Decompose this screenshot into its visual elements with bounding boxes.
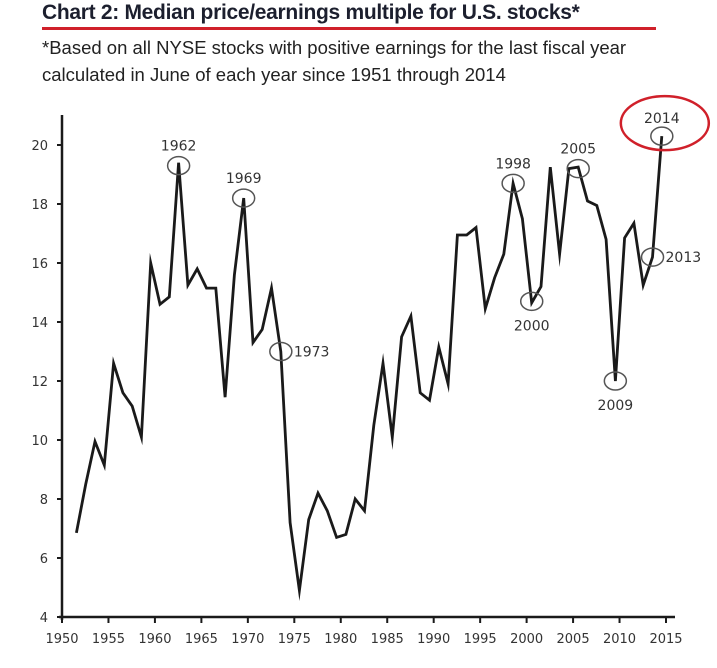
annotation-label-1998: 1998 [495,156,531,172]
chart-title: Chart 2: Median price/earnings multiple … [42,1,580,24]
annotation-circle-1998 [501,173,525,194]
x-tick-label-1965: 1965 [185,632,218,647]
annotation-label-2013: 2013 [666,250,702,266]
annotation-circle-1973 [269,341,293,362]
annotation-circle-2013 [640,247,665,267]
axes: 4 6 8 10 12 14 16 18 20 1950 1955 1960 1965 1970 1975 1… [31,115,683,647]
x-tick-label-1985: 1985 [371,632,404,647]
highlight-ring-2014 [619,94,711,152]
y-tick-label-6: 6 [40,552,48,567]
x-tick-label-1980: 1980 [324,632,357,647]
x-tick-label-1975: 1975 [278,632,311,647]
series-line-0 [75,135,664,602]
annotation-label-2000: 2000 [514,318,550,334]
chart-subtitle: *Based on all NYSE stocks with positive … [42,37,627,85]
x-tick-label-1955: 1955 [92,632,125,647]
annotation-label-1973: 1973 [294,345,330,361]
y-tick-label-18: 18 [31,198,48,213]
y-tick-label-16: 16 [31,257,48,272]
y-tick-label-10: 10 [31,434,48,449]
annotation-label-2005: 2005 [560,142,596,158]
x-tick-label-1950: 1950 [45,632,78,647]
annotation-label-2014: 2014 [644,111,680,127]
x-tick-label-2005: 2005 [557,632,590,647]
x-tick-label-2010: 2010 [603,632,636,647]
x-tick-label-1970: 1970 [231,632,264,647]
series-group [75,135,664,602]
annotation-circle-2000 [519,291,544,312]
annotation-label-1962: 1962 [161,139,197,155]
annotation-circle-2009 [603,371,628,391]
annotation-circle-1969 [231,188,256,208]
x-tick-label-2015: 2015 [649,632,682,647]
annotation-label-1969: 1969 [226,171,262,187]
y-tick-label-14: 14 [31,316,48,331]
x-tick-label-1995: 1995 [464,632,497,647]
x-tick-label-1960: 1960 [138,632,171,647]
y-tick-label-4: 4 [40,611,48,626]
title-underline [42,27,656,30]
x-tick-label-1990: 1990 [417,632,450,647]
annotation-circle-1962 [166,155,191,176]
annotation-circle-2014 [650,126,674,146]
annotations-group: 1962 1969 1973 1998 2000 2005 2009 2013 2014 [161,94,711,414]
annotation-label-2009: 2009 [598,398,634,414]
y-tick-label-12: 12 [31,375,48,390]
y-tick-label-8: 8 [40,493,48,508]
annotation-circle-2005 [566,158,590,179]
x-tick-label-2000: 2000 [510,632,543,647]
y-tick-label-20: 20 [31,139,48,154]
